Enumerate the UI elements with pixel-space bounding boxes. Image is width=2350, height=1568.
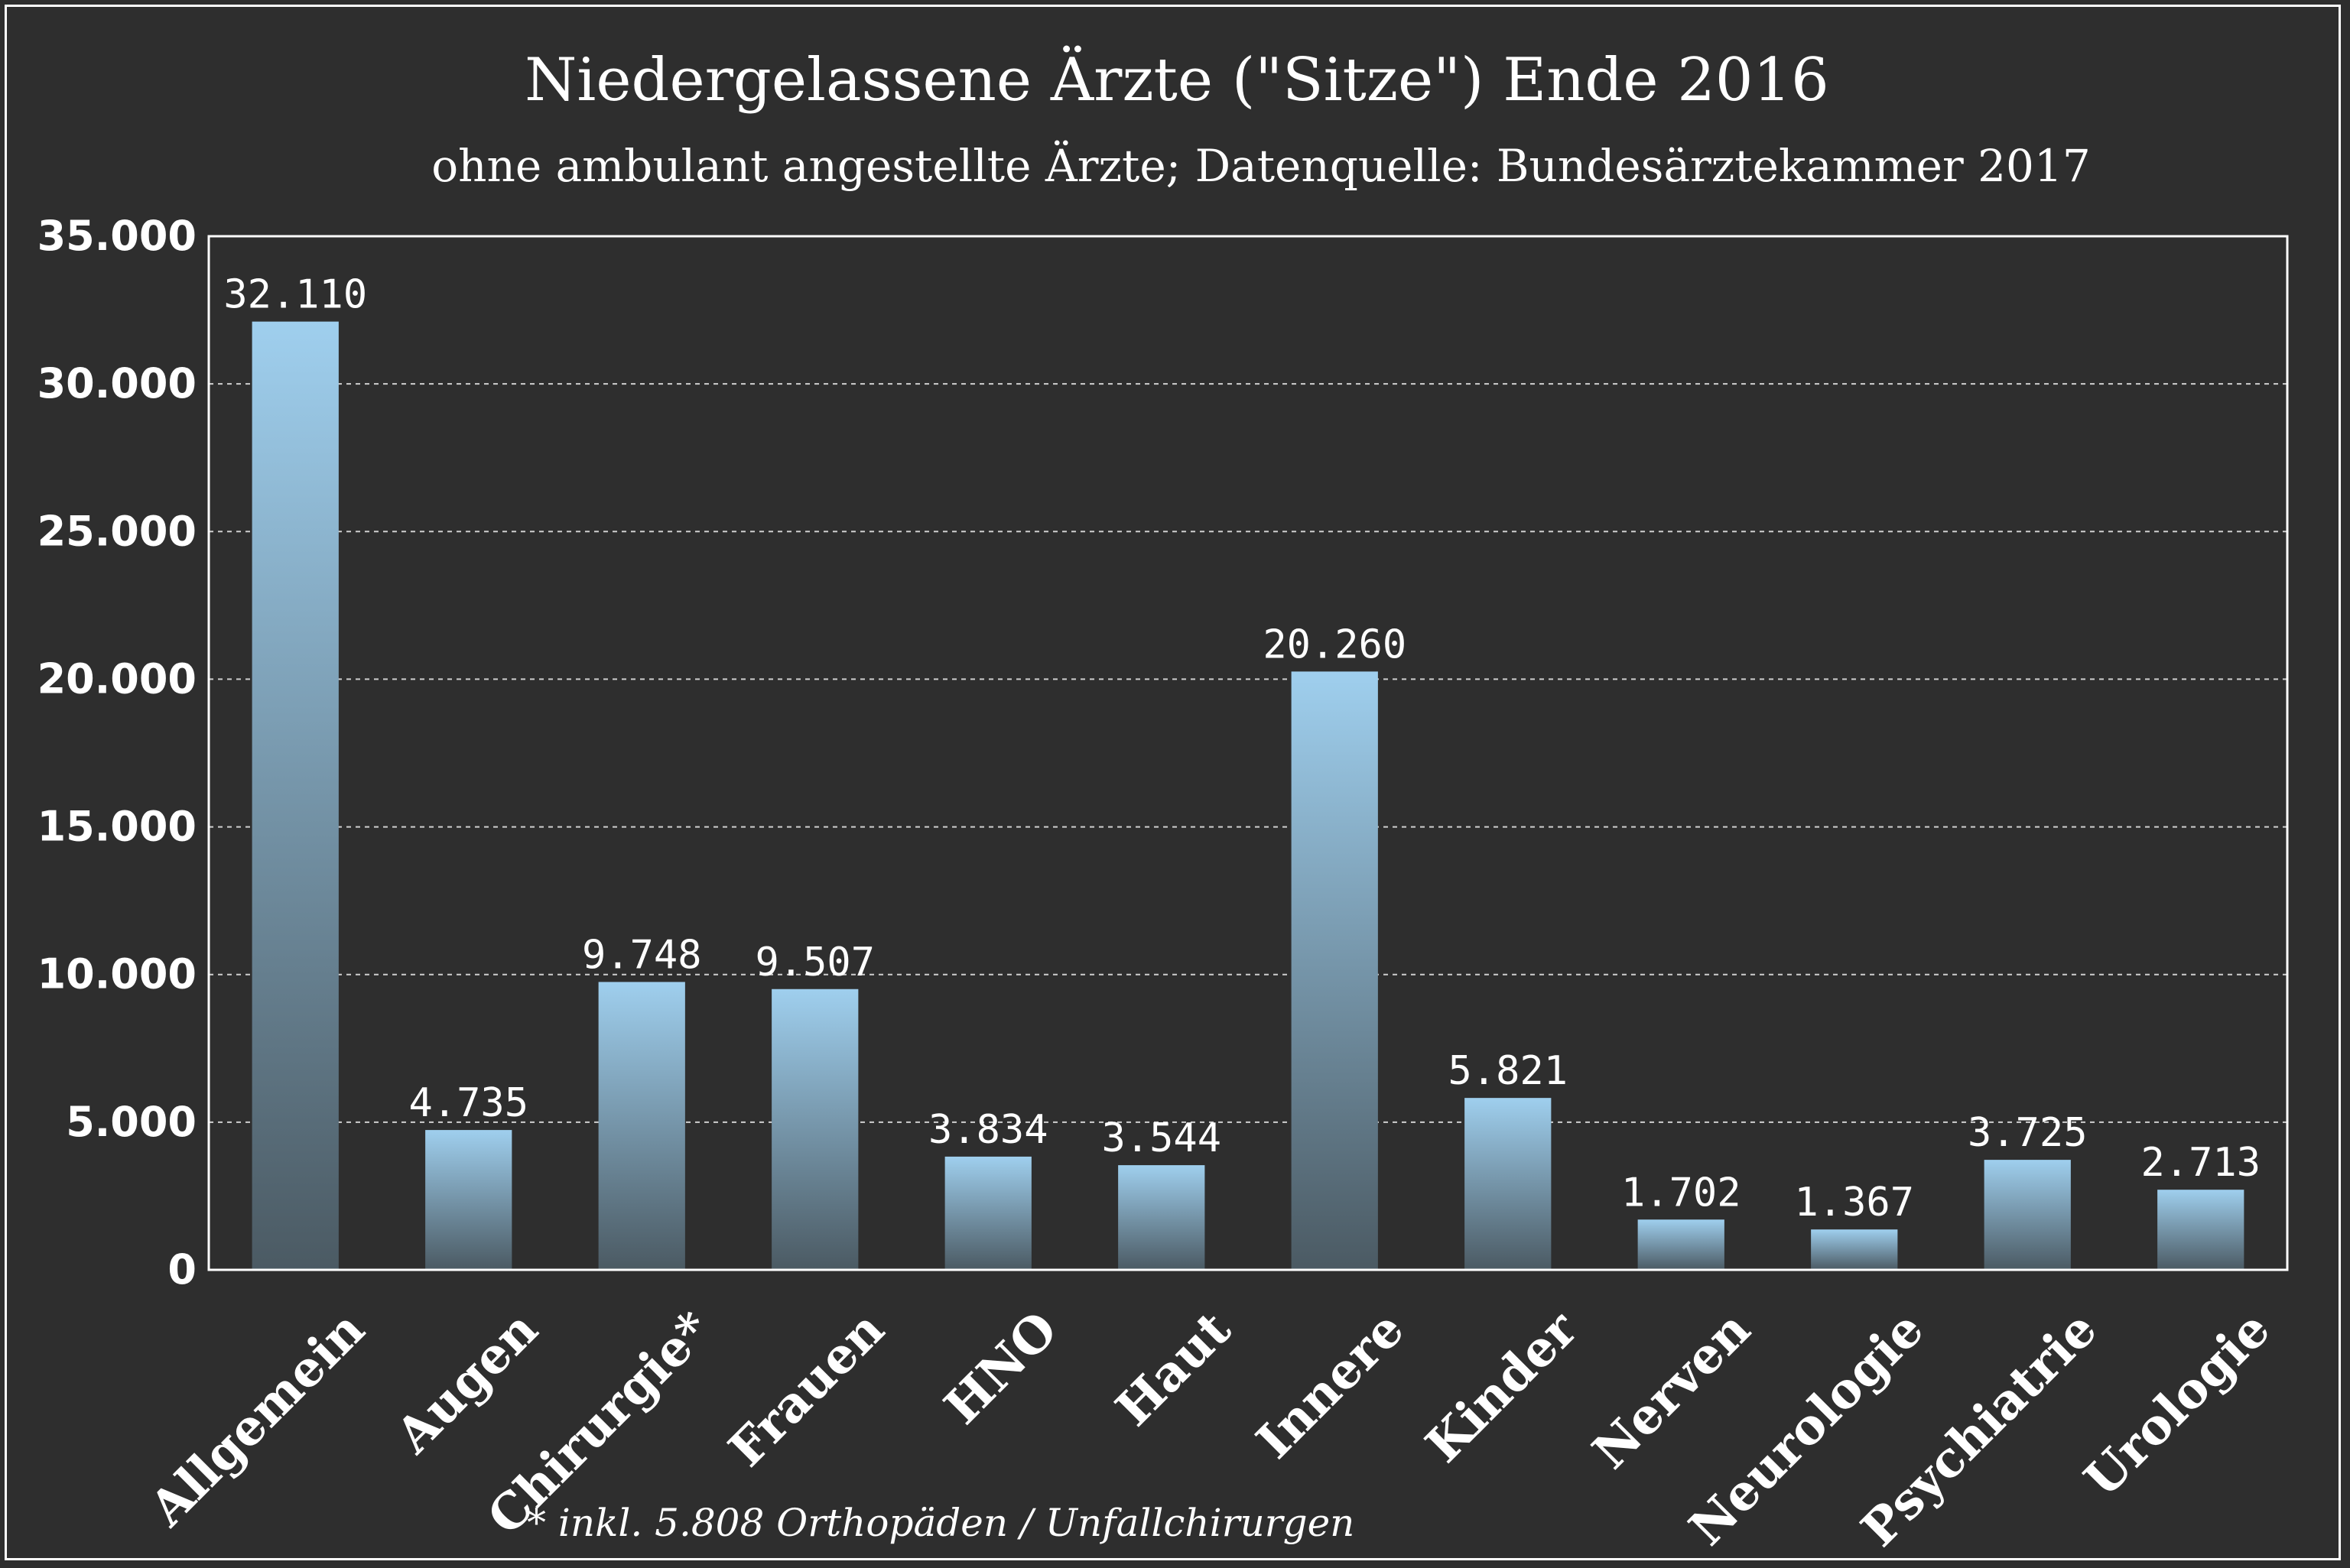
data-label: 32.110 <box>223 272 367 318</box>
y-tick-label: 0 <box>167 1245 197 1294</box>
x-category-label: Frauen <box>718 1300 895 1478</box>
x-category-label: HNO <box>934 1300 1069 1436</box>
bar <box>598 982 685 1270</box>
data-label: 3.544 <box>1101 1115 1221 1161</box>
x-category-label: Urologie <box>2073 1300 2281 1508</box>
bar-chart: Niedergelassene Ärzte ("Sitze") Ende 201… <box>37 45 2289 1558</box>
chart-title: Niedergelassene Ärzte ("Sitze") Ende 201… <box>525 45 1829 115</box>
y-axis-ticks: 0 5.000 10.000 15.000 20.000 25.000 30.000 35.0… <box>37 212 197 1294</box>
chart-subtitle: ohne ambulant angestellte Ärzte; Datenqu… <box>431 140 2091 192</box>
bar <box>1637 1219 1724 1270</box>
data-label: 9.507 <box>755 940 875 985</box>
bar <box>252 321 339 1270</box>
x-category-label: Allgemein <box>138 1300 375 1537</box>
y-tick-label: 35.000 <box>37 212 197 260</box>
bar <box>1811 1229 1898 1270</box>
bar <box>1464 1098 1552 1270</box>
gridlines <box>209 383 2287 1123</box>
data-label: 1.702 <box>1621 1170 1741 1216</box>
y-tick-label: 20.000 <box>37 654 197 703</box>
x-category-label: Augen <box>385 1300 549 1465</box>
y-tick-label: 15.000 <box>37 803 197 851</box>
bars <box>252 321 2244 1270</box>
x-category-label: Nerven <box>1581 1300 1761 1480</box>
data-label: 9.748 <box>582 932 702 978</box>
plot-area-border <box>207 235 2289 1271</box>
y-tick-label: 5.000 <box>66 1098 197 1146</box>
bar <box>425 1130 512 1270</box>
bar <box>1291 671 1378 1270</box>
data-label: 4.735 <box>408 1080 528 1126</box>
data-label: 5.821 <box>1448 1048 1568 1094</box>
y-tick-label: 30.000 <box>37 359 197 407</box>
chart-frame: Niedergelassene Ärzte ("Sitze") Ende 201… <box>5 5 2341 1560</box>
x-category-label: Innere <box>1246 1300 1415 1469</box>
x-category-label: Haut <box>1105 1300 1242 1437</box>
y-tick-label: 25.000 <box>37 507 197 555</box>
bar <box>2157 1190 2244 1270</box>
data-label: 3.834 <box>928 1107 1048 1153</box>
bar <box>1984 1160 2071 1270</box>
x-category-label: Kinder <box>1415 1300 1589 1474</box>
y-tick-label: 10.000 <box>37 950 197 998</box>
footnote: * inkl. 5.808 Orthopäden / Unfallchirurg… <box>527 1501 1354 1545</box>
bar <box>1118 1165 1205 1270</box>
data-label: 20.260 <box>1263 622 1406 667</box>
bar <box>944 1156 1032 1270</box>
bar <box>772 989 859 1270</box>
data-labels: 32.110 4.735 9.748 9.507 3.834 3.544 20.260 5.8… <box>223 272 2261 1226</box>
data-label: 1.367 <box>1794 1180 1914 1226</box>
data-label: 3.725 <box>1968 1110 2088 1156</box>
data-label: 2.713 <box>2140 1140 2261 1186</box>
